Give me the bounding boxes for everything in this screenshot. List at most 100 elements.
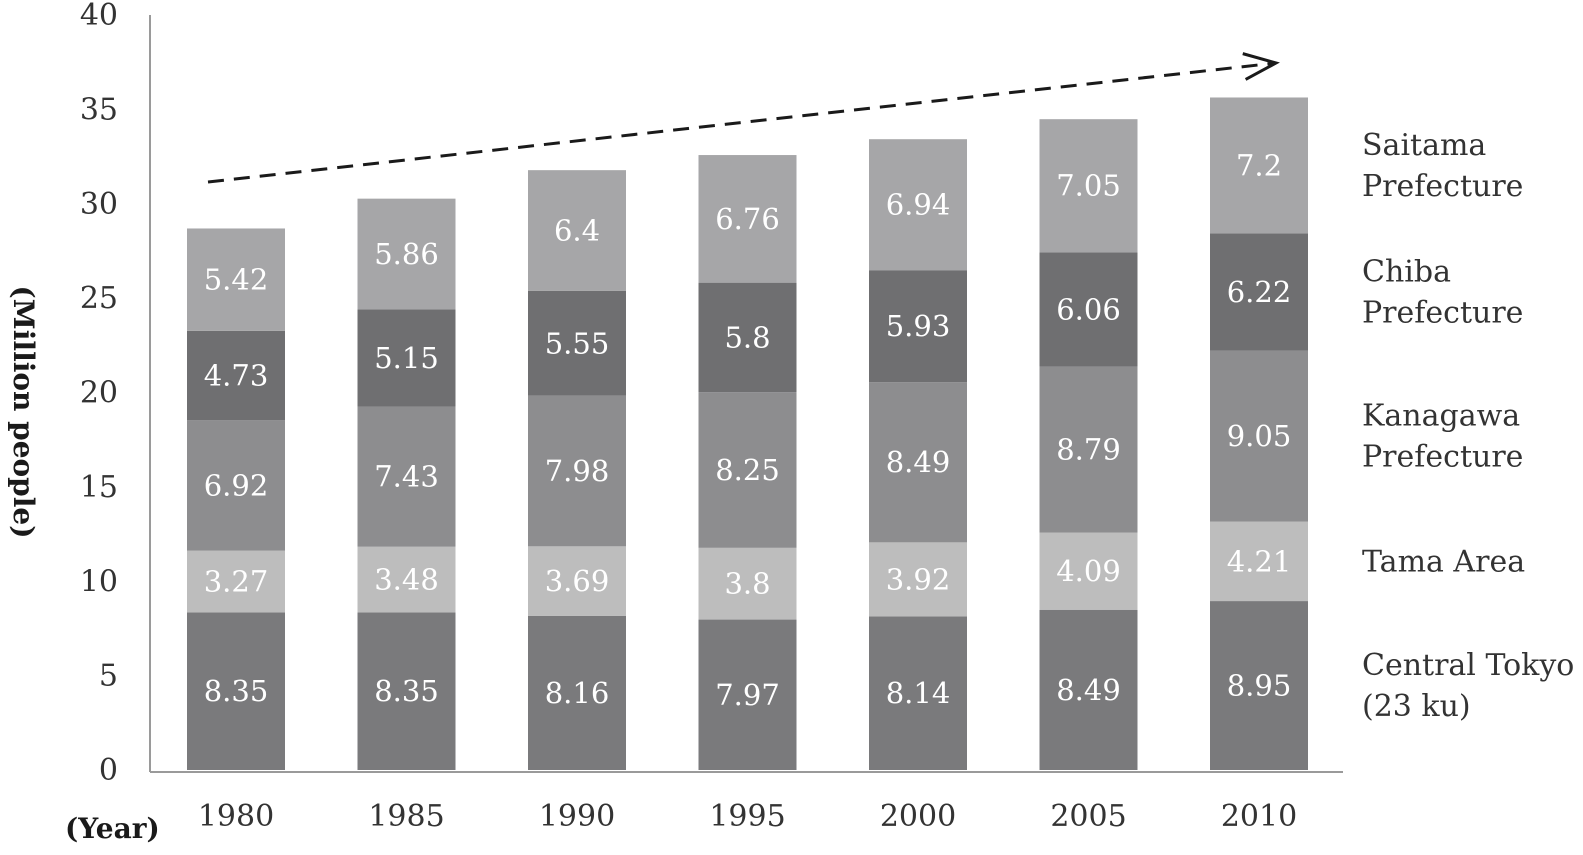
- y-axis-label: (Million people): [7, 286, 40, 539]
- segment-value-label: 3.69: [545, 564, 610, 598]
- bar-segment: [357, 546, 456, 613]
- bar-segment: [357, 309, 456, 407]
- segment-value-label: 8.35: [204, 674, 269, 708]
- segment-value-label: 8.25: [715, 453, 780, 487]
- segment-value-label: 7.97: [715, 678, 780, 712]
- x-tick-label: 2005: [1050, 799, 1126, 834]
- segment-value-label: 3.92: [886, 562, 951, 596]
- x-tick-label: 2000: [880, 799, 956, 834]
- x-tick-label: 1990: [539, 799, 615, 834]
- y-tick-label: 5: [99, 659, 118, 694]
- bar-segment: [187, 330, 285, 421]
- segment-value-label: 8.35: [374, 674, 439, 708]
- bar-segment: [869, 139, 967, 271]
- bar-segment: [528, 615, 626, 770]
- bar-segment: [869, 270, 967, 383]
- bar-segment: [1210, 350, 1308, 522]
- y-tick-label: 30: [80, 187, 118, 222]
- segment-value-label: 6.94: [886, 188, 951, 222]
- segment-value-label: 6.92: [204, 468, 269, 502]
- trend-arrow: [207, 52, 1280, 184]
- segment-value-label: 8.49: [886, 445, 951, 479]
- segment-value-label: 8.95: [1227, 669, 1292, 703]
- segment-value-label: 6.76: [715, 202, 780, 236]
- bars-group: [187, 97, 1308, 770]
- segment-value-label: 5.8: [724, 320, 770, 354]
- segment-value-label: 3.27: [204, 565, 269, 599]
- bar-segment: [357, 612, 456, 770]
- bar-segment: [869, 542, 967, 617]
- bar-segment: [698, 392, 797, 548]
- segment-value-label: 4.09: [1056, 554, 1121, 588]
- segment-value-label: 7.98: [545, 454, 610, 488]
- y-ticks-group: 0 5 10 15 20 25 30 35 40: [80, 0, 118, 788]
- segment-value-label: 5.15: [374, 341, 439, 375]
- segment-value-label: 3.8: [724, 567, 770, 601]
- segment-value-label: 6.4: [554, 214, 600, 248]
- bar-segment: [528, 170, 626, 291]
- legend-entry: Prefecture: [1362, 169, 1523, 204]
- bar-segment: [1039, 366, 1138, 533]
- legend-entry: Prefecture: [1362, 296, 1523, 331]
- bar-segment: [528, 395, 626, 547]
- bar-segment: [357, 198, 456, 310]
- bar-segment: [1210, 521, 1308, 602]
- segment-value-label: 8.16: [545, 676, 610, 710]
- segment-value-label: 7.43: [374, 460, 439, 494]
- segment-value-label: 8.49: [1056, 673, 1121, 707]
- bar-segment: [698, 282, 797, 393]
- x-axis-label: (Year): [65, 812, 160, 845]
- segment-value-label: 4.73: [204, 358, 269, 392]
- x-tick-label: 1985: [368, 799, 444, 834]
- bar-segment: [357, 406, 456, 547]
- bar-segment: [869, 616, 967, 770]
- segment-value-label: 6.22: [1227, 275, 1292, 309]
- segment-value-label: 4.21: [1227, 544, 1292, 578]
- y-tick-label: 40: [80, 0, 118, 33]
- bar-segment: [698, 619, 797, 770]
- legend-entry: Saitama: [1362, 128, 1486, 163]
- legend-entry: Chiba: [1362, 255, 1451, 290]
- legend-entry: (23 ku): [1362, 689, 1471, 724]
- bar-segment: [869, 382, 967, 543]
- bar-segment: [1210, 233, 1308, 351]
- segment-value-label: 5.42: [204, 263, 269, 297]
- y-tick-label: 35: [80, 92, 118, 127]
- segment-value-label: 3.48: [374, 563, 439, 597]
- segment-value-label: 7.2: [1236, 148, 1282, 182]
- segment-value-label: 5.55: [545, 326, 610, 360]
- bar-segment: [187, 550, 285, 613]
- bar-segment: [187, 612, 285, 770]
- bar-segment: [528, 546, 626, 616]
- x-ticks-group: 1980 1985 1990 1995 2000 2005 2010: [198, 799, 1297, 834]
- x-tick-label: 1995: [709, 799, 785, 834]
- segment-value-label: 5.86: [374, 237, 439, 271]
- segment-value-label: 9.05: [1227, 419, 1292, 453]
- bar-segment: [1210, 97, 1308, 234]
- segment-value-label: 6.06: [1056, 292, 1121, 326]
- bar-segment: [1039, 609, 1138, 770]
- legend-group: Central Tokyo (23 ku) Tama Area Kanagawa Pre…: [1362, 128, 1574, 724]
- bar-segment: [1039, 119, 1138, 253]
- y-tick-label: 20: [80, 376, 118, 411]
- y-tick-label: 10: [80, 564, 118, 599]
- bar-segment: [1039, 252, 1138, 367]
- bar-segment: [528, 290, 626, 396]
- y-tick-label: 25: [80, 281, 118, 316]
- x-tick-label: 2010: [1221, 799, 1297, 834]
- bar-segment: [698, 155, 797, 283]
- legend-entry: Prefecture: [1362, 440, 1523, 475]
- segment-value-label: 8.14: [886, 676, 951, 710]
- x-tick-label: 1980: [198, 799, 274, 834]
- legend-entry: Tama Area: [1362, 544, 1525, 579]
- bar-segment: [187, 420, 285, 551]
- bar-segment: [1210, 601, 1308, 770]
- bar-segment: [187, 228, 285, 331]
- segment-value-label: 8.79: [1056, 433, 1121, 467]
- segment-labels-group: 8.353.276.924.735.428.353.487.435.155.86…: [204, 148, 1292, 711]
- y-tick-label: 15: [80, 470, 118, 505]
- segment-value-label: 5.93: [886, 309, 951, 343]
- bar-segment: [1039, 532, 1138, 610]
- bar-segment: [698, 547, 797, 620]
